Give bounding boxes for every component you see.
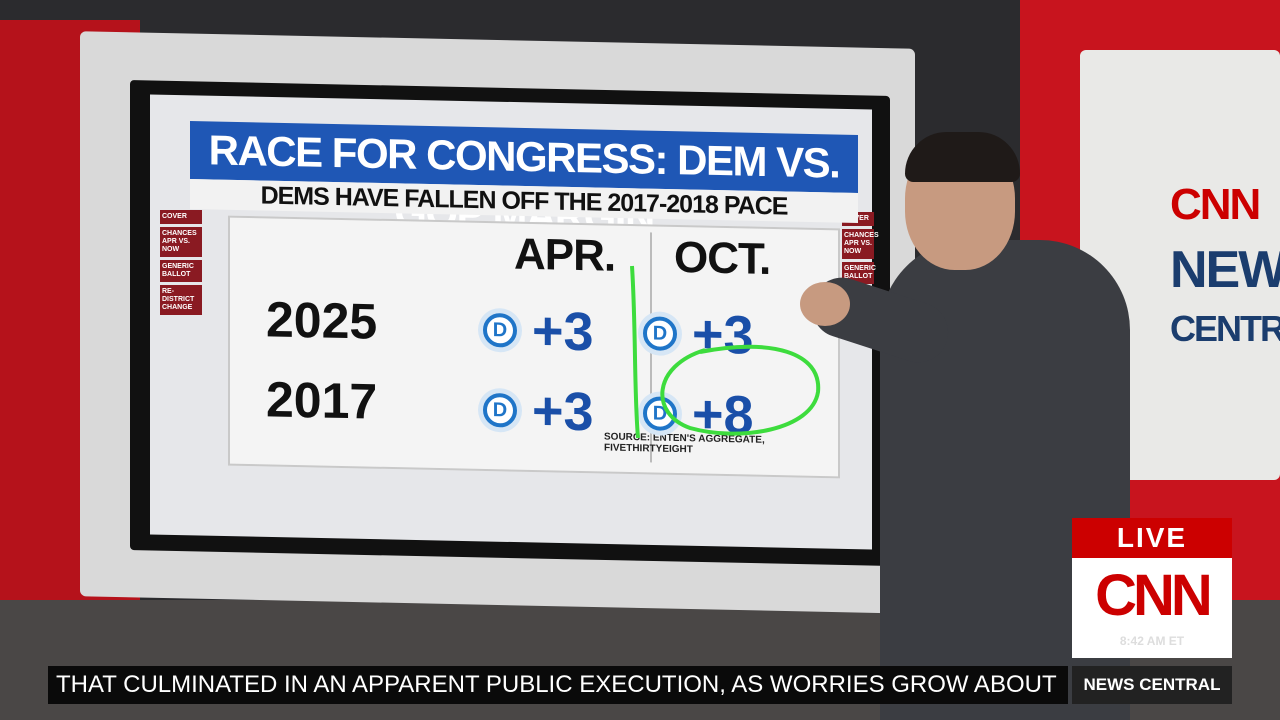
clock: 8:42 AM ET <box>1119 634 1185 648</box>
menu-item: RE-DISTRICT CHANGE <box>160 285 202 315</box>
network-bug: CNN 8:42 AM ET <box>1072 558 1232 658</box>
menu-item: COVER <box>160 210 202 224</box>
wall-logo-panel: CNN NEWS CENTRAL <box>1080 50 1280 480</box>
wall-logo-text: NEWS <box>1170 241 1280 299</box>
show-name: NEWS CENTRAL <box>1072 666 1232 704</box>
network-logo: CNN <box>1095 563 1213 628</box>
telestrator-line <box>630 265 640 439</box>
live-badge: LIVE <box>1072 518 1232 558</box>
menu-item: CHANCES APR VS. NOW <box>160 227 202 257</box>
ticker: THAT CULMINATED IN AN APPARENT PUBLIC EX… <box>48 666 1068 704</box>
menu-item: GENERIC BALLOT <box>160 260 202 282</box>
presenter-hand <box>800 282 850 326</box>
wall-logo-text: CENTRAL <box>1170 308 1280 349</box>
side-menu: COVER CHANCES APR VS. NOW GENERIC BALLOT RE… <box>160 210 202 315</box>
telestrator-circle <box>660 344 821 436</box>
presenter-hair <box>905 132 1020 182</box>
menu-item: CHANCES APR VS. NOW <box>842 229 879 259</box>
wall-logo-text: CNN <box>1170 180 1261 229</box>
